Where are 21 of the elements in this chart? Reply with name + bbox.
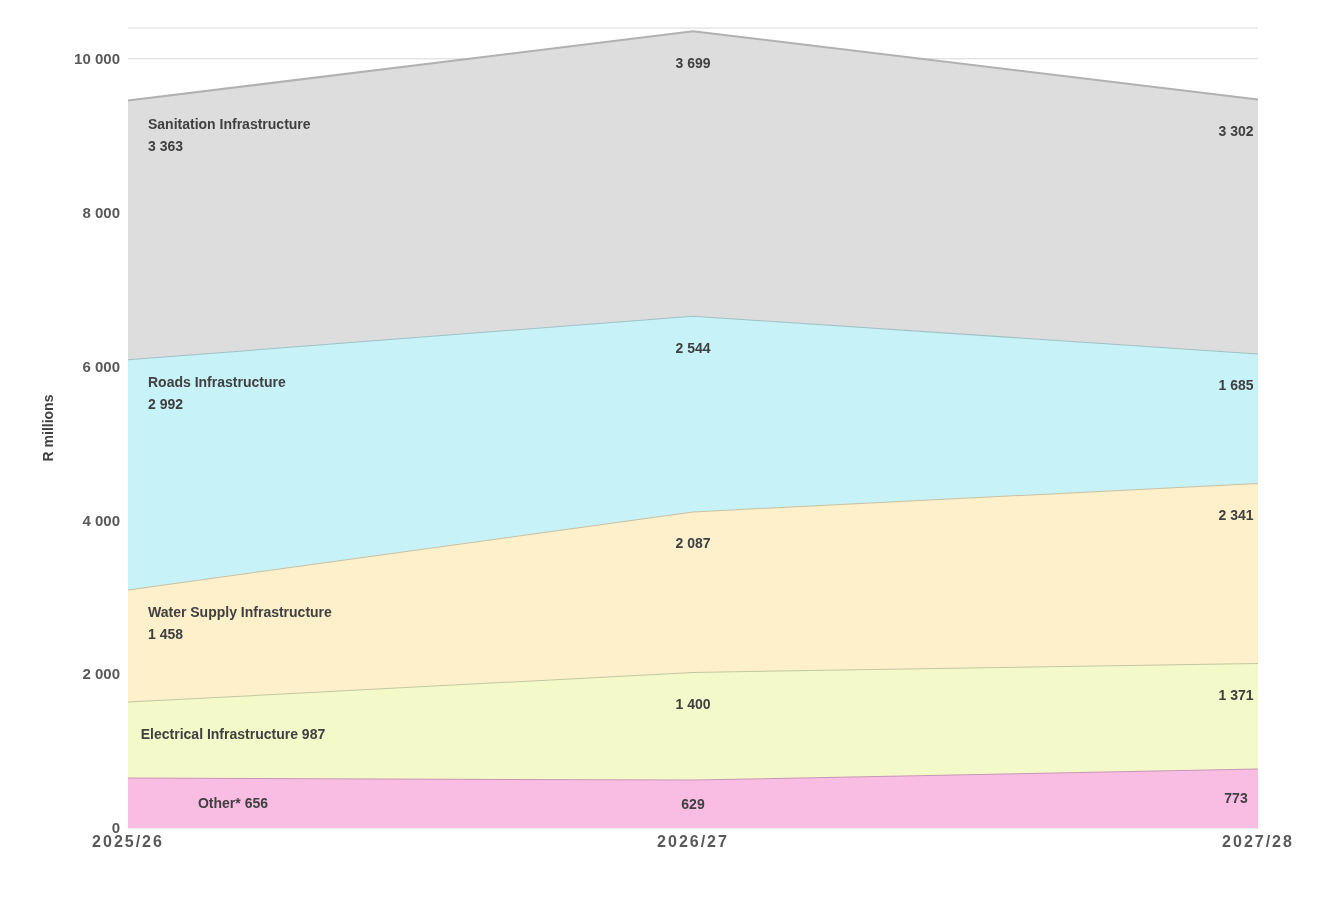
data-label: 1 685 bbox=[1218, 377, 1254, 394]
series-label: Water Supply Infrastructure bbox=[148, 604, 333, 621]
data-label: 3 302 bbox=[1218, 123, 1254, 140]
x-tick-label: 2025/26 bbox=[92, 833, 164, 851]
y-tick-label: 4 000 bbox=[82, 511, 120, 529]
data-label: 2 544 bbox=[675, 339, 711, 356]
x-tick-label: 2026/27 bbox=[657, 833, 729, 851]
data-label: 2 087 bbox=[675, 535, 711, 552]
y-tick-label: 8 000 bbox=[82, 203, 120, 221]
y-tick-label: 6 000 bbox=[82, 357, 120, 375]
y-axis-title: R millions bbox=[39, 394, 56, 462]
y-tick-label: 2 000 bbox=[82, 665, 120, 683]
data-label: 2 992 bbox=[148, 396, 184, 413]
y-tick-label: 10 000 bbox=[74, 50, 120, 68]
data-label: 3 363 bbox=[148, 137, 184, 154]
data-label: 2 341 bbox=[1218, 507, 1254, 523]
series-label: Roads Infrastructure bbox=[148, 374, 286, 391]
x-tick-label: 2027/28 bbox=[1222, 833, 1294, 851]
series-label: Sanitation Infrastructure bbox=[148, 115, 311, 132]
data-label: 3 699 bbox=[675, 55, 711, 72]
data-label: 1 458 bbox=[148, 626, 184, 643]
